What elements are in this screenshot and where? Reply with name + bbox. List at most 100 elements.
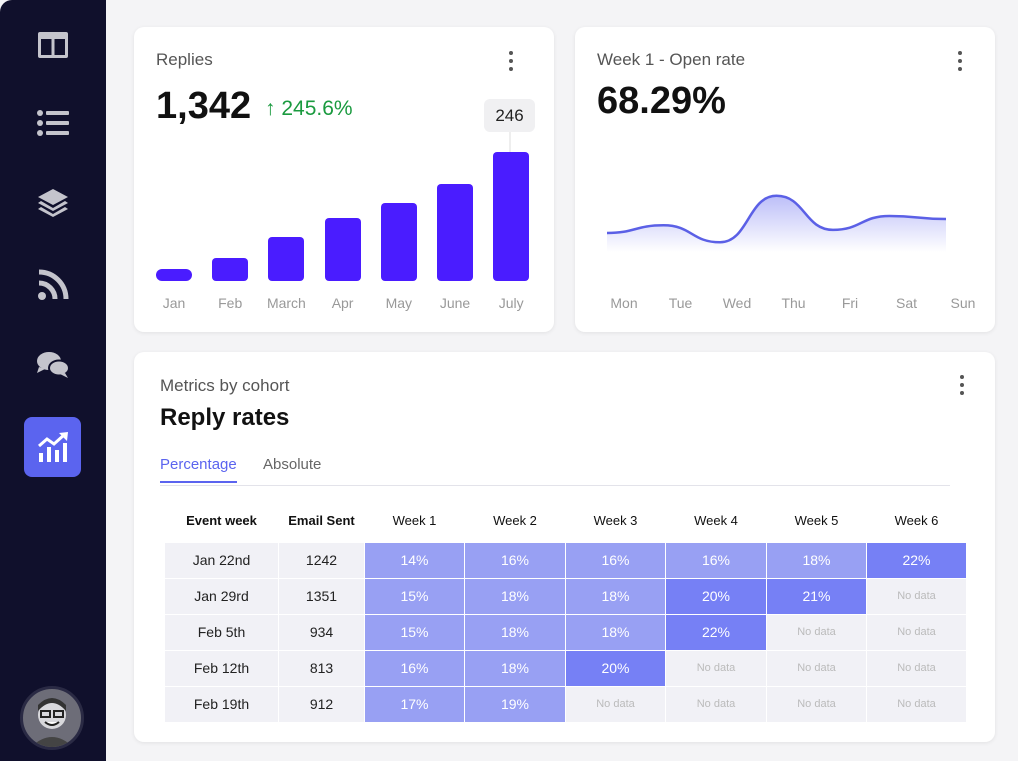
rss-icon [37, 269, 68, 300]
x-tick-label: Tue [669, 295, 693, 311]
table-cell: Feb 12th [164, 649, 279, 687]
table-cell: 934 [278, 613, 365, 651]
table-cell: No data [665, 649, 767, 687]
area-fill [607, 195, 946, 252]
bar[interactable] [212, 257, 249, 281]
x-tick-label: Mon [610, 295, 637, 311]
card-subtitle: Metrics by cohort [160, 376, 290, 395]
x-tick-label: Fri [842, 295, 858, 311]
bar[interactable] [324, 218, 361, 281]
table-cell: 19% [464, 685, 566, 723]
table-cell: 16% [565, 541, 666, 579]
table-cell: Feb 5th [164, 613, 279, 651]
table-cell: 912 [278, 685, 365, 723]
replies-change: ↑ 245.6% [265, 97, 353, 120]
area-chart: Mon Tue Wed Thu Fri Sat Sun [606, 194, 976, 311]
nav-analytics[interactable] [24, 417, 81, 477]
table-cell: 22% [665, 613, 767, 651]
more-options-icon[interactable] [506, 51, 516, 71]
x-tick-label: Jan [162, 295, 186, 311]
layout-icon [37, 32, 68, 58]
replies-total: 1,342 [156, 85, 252, 127]
analytics-icon [37, 432, 68, 462]
table-row: Feb 5th 934 15% 18% 18% 22% No data No data [164, 613, 967, 651]
column-header: Event week [186, 513, 257, 529]
table-row: Feb 12th 813 16% 18% 20% No data No data No dat… [164, 649, 967, 687]
table-cell: 14% [364, 541, 465, 579]
column-header: Week 5 [794, 513, 839, 529]
card-title: Replies [156, 50, 213, 69]
table-row: Feb 19th 912 17% 19% No data No data No data No… [164, 685, 967, 723]
nav-layers[interactable] [24, 174, 81, 232]
x-tick-label: Wed [723, 295, 752, 311]
column-header: Week 2 [493, 513, 537, 529]
table-cell: No data [766, 685, 867, 723]
table-cell: No data [766, 613, 867, 651]
bar[interactable] [380, 202, 417, 281]
series-line [606, 194, 947, 244]
list-icon [36, 110, 69, 136]
table-cell: No data [866, 649, 967, 687]
tab-percentage[interactable]: Percentage [160, 456, 237, 483]
table-cell: Feb 19th [164, 685, 279, 723]
nav-layout[interactable] [24, 16, 81, 74]
bar-tooltip: 246 [484, 99, 535, 132]
nav-rss[interactable] [24, 256, 81, 314]
user-avatar-icon [31, 698, 73, 747]
table-cell: 18% [766, 541, 867, 579]
open-rate-value: 68.29% [597, 80, 726, 122]
x-tick-label: Apr [331, 295, 354, 311]
tab-absolute[interactable]: Absolute [263, 456, 322, 473]
table-cell: Jan 29rd [164, 577, 279, 615]
table-cell: No data [866, 685, 967, 723]
cohort-table: Event week Email Sent Week 1 Week 2 Week 3 We… [164, 502, 967, 723]
avatar[interactable] [20, 686, 84, 750]
bar[interactable] [493, 152, 530, 281]
tab-bar: Percentage Absolute [160, 456, 950, 486]
table-cell: No data [565, 685, 666, 723]
table-cell: No data [866, 613, 967, 651]
layers-icon [37, 189, 68, 217]
card-title: Week 1 - Open rate [597, 50, 746, 69]
bar[interactable] [437, 183, 473, 281]
table-cell: 20% [565, 649, 666, 687]
tooltip-line [509, 132, 511, 152]
table-cell: 813 [278, 649, 365, 687]
table-cell: No data [866, 577, 967, 615]
column-header: Week 4 [694, 513, 738, 529]
column-header: Email Sent [288, 513, 355, 529]
cohort-card: Metrics by cohort Reply rates Percentage… [134, 352, 995, 742]
replies-card: Replies 1,342 ↑ 245.6% 246 Jan Feb March Ap… [134, 27, 554, 332]
table-cell: 20% [665, 577, 767, 615]
table-cell: 15% [364, 577, 465, 615]
column-header: Week 6 [894, 513, 939, 529]
table-cell: 18% [464, 649, 566, 687]
table-cell: Jan 22nd [164, 541, 279, 579]
table-cell: 18% [464, 613, 566, 651]
x-tick-label: Sun [951, 295, 976, 311]
table-cell: 18% [565, 613, 666, 651]
table-cell: 1242 [278, 541, 365, 579]
x-tick-label: Thu [781, 295, 805, 311]
table-cell: 16% [464, 541, 566, 579]
x-tick-label: Sat [896, 295, 917, 311]
table-cell: 16% [665, 541, 767, 579]
table-cell: 1351 [278, 577, 365, 615]
table-cell: 17% [364, 685, 465, 723]
open-rate-card: Week 1 - Open rate 68.29% Mon Tue Wed Thu Fr… [575, 27, 995, 332]
card-title: Reply rates [160, 404, 290, 431]
nav-list[interactable] [24, 94, 81, 152]
x-tick-label: March [266, 295, 306, 311]
sidebar [0, 0, 106, 761]
nav-chat[interactable] [24, 336, 81, 394]
table-cell: 16% [364, 649, 465, 687]
table-row: Jan 29rd 1351 15% 18% 18% 20% 21% No data [164, 577, 967, 615]
column-header: Week 1 [392, 513, 437, 529]
bar[interactable] [268, 236, 305, 281]
table-cell: 18% [565, 577, 666, 615]
bar[interactable] [156, 268, 192, 281]
more-options-icon[interactable] [957, 375, 967, 395]
table-row: Jan 22nd 1242 14% 16% 16% 16% 18% 22% [164, 541, 967, 579]
more-options-icon[interactable] [955, 51, 965, 71]
x-tick-label: Feb [218, 295, 243, 311]
